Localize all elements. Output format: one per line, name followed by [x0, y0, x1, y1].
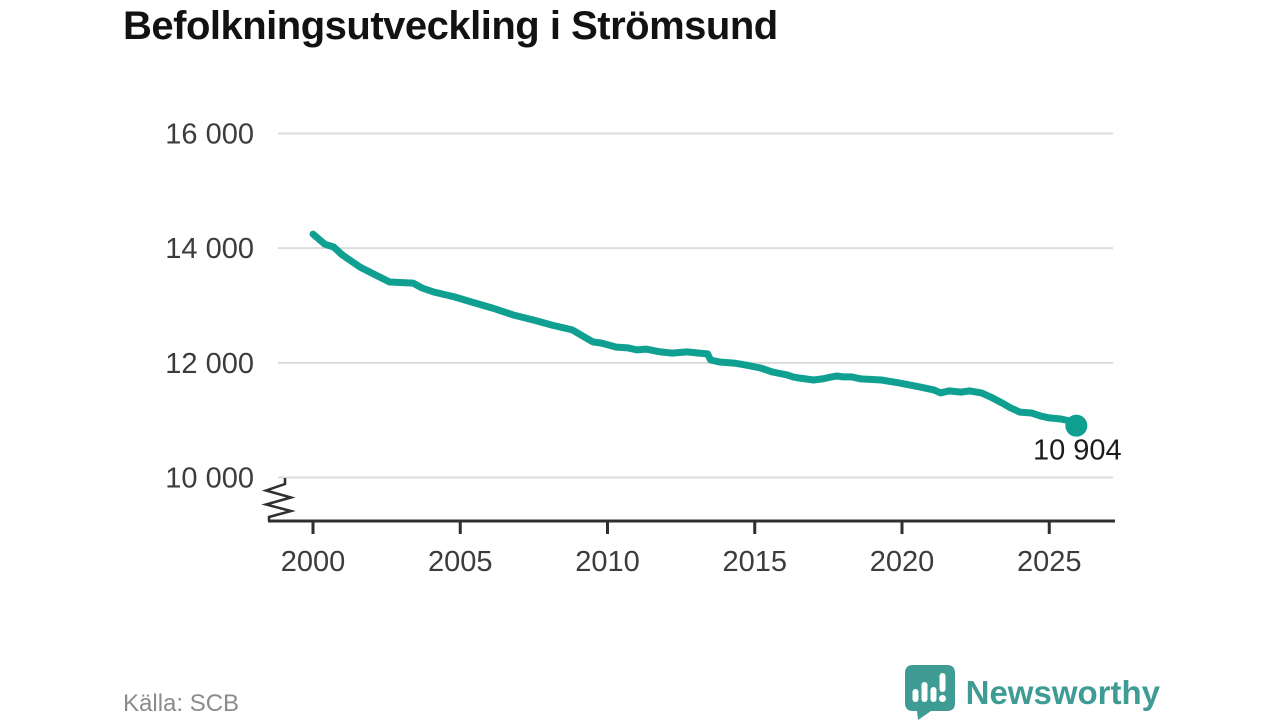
- x-tick-label: 2010: [575, 546, 640, 578]
- y-tick-label: 10 000: [165, 463, 254, 495]
- population-line: [309, 230, 1080, 430]
- chart-title: Befolkningsutveckling i Strömsund: [123, 4, 778, 48]
- bar-1: [912, 689, 919, 702]
- axis-break-icon: [261, 478, 296, 521]
- y-tick-label: 14 000: [165, 233, 254, 265]
- newsworthy-logo: Newsworthy: [904, 664, 1160, 720]
- x-tick-label: 2015: [722, 546, 787, 578]
- x-tick-label: 2000: [281, 546, 346, 578]
- x-tick-label: 2025: [1017, 546, 1082, 578]
- bar-2: [921, 682, 928, 702]
- exclamation-bar: [939, 673, 946, 692]
- source-label: Källa: SCB: [123, 690, 240, 717]
- last-point-marker: [1065, 414, 1088, 437]
- y-tick-label: 16 000: [165, 119, 254, 151]
- x-tick-label: 2020: [870, 546, 935, 578]
- newsworthy-bar-chart-bubble-icon: [904, 665, 955, 720]
- bar-3: [930, 687, 937, 702]
- exclamation-dot: [938, 695, 946, 702]
- last-value-label: 10 904: [1033, 435, 1122, 467]
- x-tick-label: 2005: [428, 546, 493, 578]
- newsworthy-wordmark: Newsworthy: [965, 673, 1160, 711]
- y-tick-label: 12 000: [165, 348, 254, 380]
